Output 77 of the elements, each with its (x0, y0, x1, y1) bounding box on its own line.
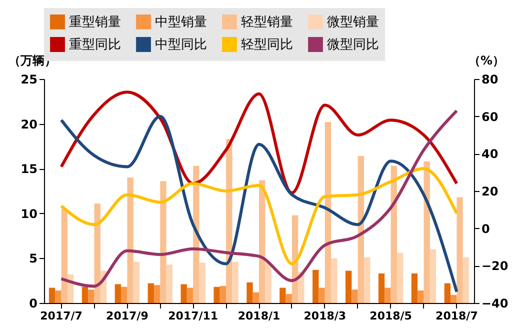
y2-tick-label: 80 (482, 72, 498, 86)
line-series (60, 167, 458, 266)
bar (121, 286, 128, 303)
y-tick-label: 15 (20, 162, 38, 176)
x-tick-label: 2018/1 (238, 310, 280, 322)
bar (214, 286, 220, 303)
bar (418, 290, 424, 303)
bar (384, 288, 391, 303)
bar (114, 284, 122, 303)
y2-tick-label: −40 (482, 296, 508, 310)
y2-tick-label: 60 (482, 110, 498, 124)
bar (199, 262, 206, 303)
bar (180, 284, 187, 303)
y2-axis-title: （%） (468, 54, 505, 68)
bar (88, 290, 94, 303)
bar (127, 178, 134, 303)
legend-label: 微型销量 (327, 14, 379, 30)
bar (345, 270, 352, 303)
bar (48, 288, 56, 303)
bar (286, 294, 292, 303)
bar (220, 286, 226, 303)
x-tick-label: 2018/7 (436, 310, 478, 322)
bar (396, 252, 404, 303)
bar (358, 156, 364, 303)
bar (232, 262, 238, 303)
bar (186, 288, 194, 303)
bar (424, 161, 430, 303)
legend-label: 轻型销量 (241, 14, 293, 30)
bar (82, 286, 88, 303)
bar (61, 208, 68, 303)
bar (331, 258, 338, 303)
legend-label: 轻型同比 (241, 38, 293, 52)
bar (246, 282, 253, 303)
bar (352, 290, 358, 303)
bar (318, 288, 325, 303)
y2-tick-label: −20 (482, 259, 508, 274)
y2-tick-label: 0 (482, 222, 490, 236)
x-tick-label: 2018/3 (304, 310, 346, 322)
legend-label: 中型同比 (155, 38, 207, 52)
y-tick-label: 20 (20, 117, 38, 132)
legend-label: 微型同比 (327, 38, 379, 52)
bar (133, 262, 140, 303)
bar (444, 283, 451, 303)
bar (265, 262, 272, 303)
bar (55, 290, 62, 303)
x-tick-label: 2017/7 (40, 310, 82, 322)
bar (430, 249, 436, 303)
y-tick-label: 25 (20, 72, 38, 86)
bar (94, 204, 100, 303)
bar (450, 294, 457, 303)
bar (324, 122, 332, 303)
bar (252, 292, 259, 303)
bar (390, 166, 397, 303)
legend-label: 重型销量 (69, 14, 121, 30)
bar (378, 273, 385, 303)
x-tick-label: 2018/5 (370, 310, 412, 322)
y2-tick-label: 20 (482, 184, 498, 198)
bar (154, 285, 160, 303)
bar (280, 288, 286, 303)
bar (462, 257, 470, 303)
bar (166, 264, 173, 303)
legend-label: 重型同比 (69, 38, 121, 52)
bar (259, 180, 266, 303)
bar (312, 270, 319, 303)
y-tick-label: 0 (29, 296, 38, 310)
x-tick-label: 2017/9 (106, 310, 148, 322)
bar (456, 197, 463, 303)
y2-tick-label: 40 (482, 147, 498, 162)
bar (148, 283, 154, 303)
bar (411, 273, 418, 303)
y-tick-label: 10 (20, 206, 38, 221)
legend-label: 中型销量 (155, 14, 207, 30)
y-tick-label: 5 (29, 252, 38, 266)
bar (364, 257, 370, 303)
line-series (60, 90, 458, 194)
bar (160, 181, 166, 303)
x-tick-label: 2017/11 (168, 310, 218, 322)
